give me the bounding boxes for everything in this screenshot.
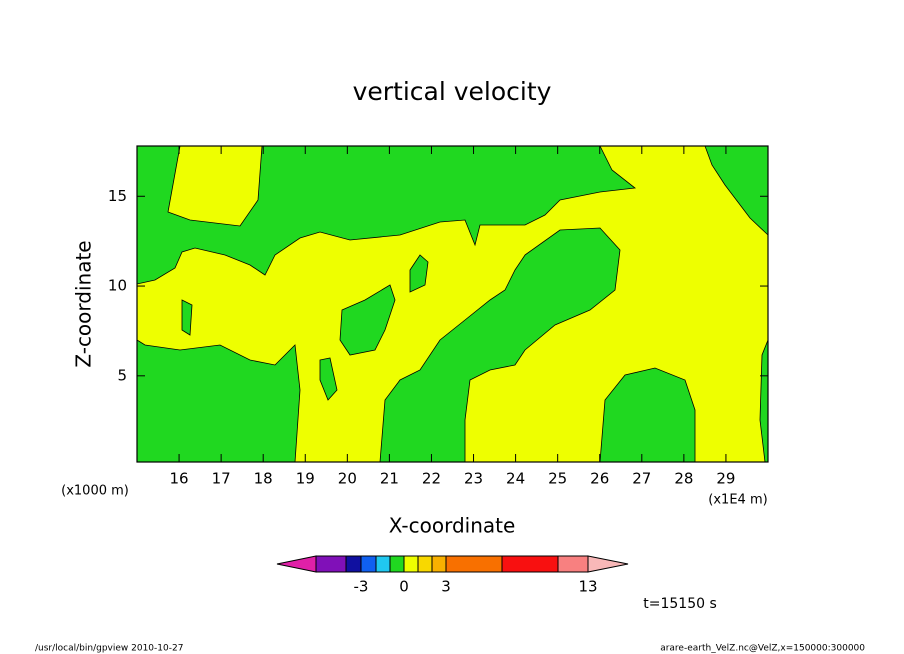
colorbar-box — [431, 555, 447, 573]
colorbar-tick-label: -3 — [354, 578, 369, 596]
y-unit: (x1000 m) — [61, 484, 129, 499]
colorbar-extend — [587, 555, 629, 573]
y-tick-label: 15 — [108, 187, 127, 205]
colorbar-tick-label: 13 — [578, 578, 597, 596]
footer-left: /usr/local/bin/gpview 2010-10-27 — [35, 644, 183, 654]
contour-region — [181, 299, 193, 336]
chart-title: vertical velocity — [353, 77, 552, 106]
colorbar-box — [389, 555, 405, 573]
y-axis-label: Z-coordinate — [72, 240, 96, 367]
x-tick-label: 16 — [170, 470, 189, 488]
colorbar-tick-label: 3 — [441, 578, 451, 596]
contour-region — [599, 367, 696, 462]
colorbar-tick-label: 0 — [399, 578, 409, 596]
y-tick-label: 5 — [117, 366, 127, 384]
x-tick-label: 17 — [212, 470, 231, 488]
contour-region — [379, 227, 621, 462]
contour-region — [704, 146, 768, 236]
x-tick-label: 24 — [506, 470, 525, 488]
x-tick-label: 28 — [674, 470, 693, 488]
contour-region — [339, 284, 396, 356]
x-tick-label: 27 — [632, 470, 651, 488]
contour-region — [409, 254, 429, 293]
x-tick-label: 25 — [548, 470, 567, 488]
x-tick-label: 21 — [380, 470, 399, 488]
time-label: t=15150 s — [643, 596, 717, 612]
x-tick-label: 26 — [590, 470, 609, 488]
y-tick-label: 10 — [108, 277, 127, 295]
colorbar-box — [360, 555, 377, 573]
contour-region — [137, 146, 637, 285]
footer-right: arare-earth_VelZ.nc@VelZ,x=150000:300000 — [660, 644, 865, 654]
x-axis-label: X-coordinate — [389, 514, 516, 538]
plot-frame — [136, 145, 769, 463]
contour-regions — [137, 146, 768, 462]
x-tick-label: 18 — [254, 470, 273, 488]
colorbar-box — [315, 555, 347, 573]
contour-region — [137, 339, 301, 462]
colorbar-extend — [276, 555, 317, 573]
colorbar-box — [375, 555, 391, 573]
contour-region — [319, 357, 338, 401]
contour-region — [759, 339, 768, 462]
colorbar-box — [557, 555, 589, 573]
x-tick-label: 22 — [422, 470, 441, 488]
x-tick-label: 19 — [296, 470, 315, 488]
x-tick-label: 20 — [338, 470, 357, 488]
x-tick-label: 29 — [716, 470, 735, 488]
colorbar-box — [345, 555, 362, 573]
colorbar-box — [445, 555, 503, 573]
colorbar-box — [403, 555, 419, 573]
colorbar-box — [501, 555, 559, 573]
x-unit: (x1E4 m) — [708, 493, 767, 508]
x-tick-label: 23 — [464, 470, 483, 488]
colorbar-box — [417, 555, 433, 573]
